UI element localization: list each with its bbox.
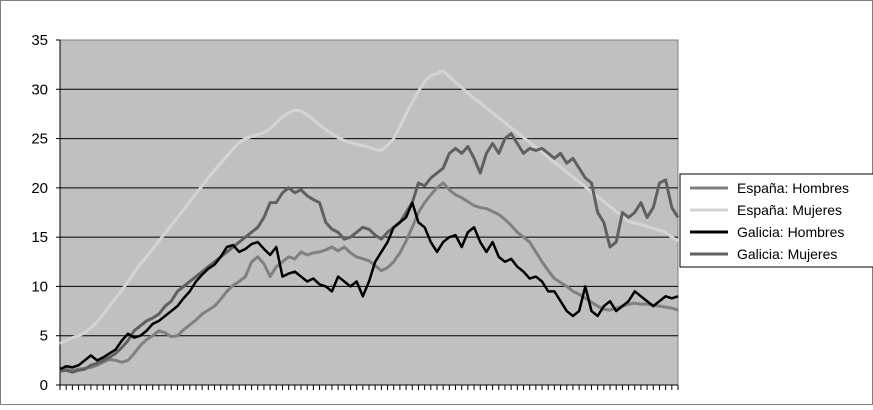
plot-area	[59, 39, 679, 386]
series-line	[59, 132, 680, 374]
y-tick-label: 15	[31, 229, 48, 246]
y-tick-label: 0	[40, 377, 48, 394]
y-tick-label: 10	[31, 278, 48, 295]
series-line	[59, 201, 679, 371]
y-tick-label: 5	[40, 328, 48, 345]
x-axis-ticks	[59, 385, 679, 390]
series-line	[59, 181, 679, 372]
y-tick-label: 30	[31, 81, 48, 98]
legend-label: Galicia: Hombres	[737, 224, 844, 240]
legend-label: España: Mujeres	[737, 202, 842, 218]
series-lines	[59, 69, 680, 374]
y-axis: 0 5 10 15 20 25 30 35	[31, 32, 678, 394]
legend-label: España: Hombres	[737, 180, 849, 196]
y-tick-label: 25	[31, 131, 48, 148]
y-tick-label: 20	[31, 180, 48, 197]
legend-label: Galicia: Mujeres	[737, 246, 837, 262]
series-line	[59, 69, 679, 345]
y-tick-label: 35	[31, 32, 48, 49]
legend: España: Hombres España: Mujeres Galicia: H…	[679, 173, 873, 268]
